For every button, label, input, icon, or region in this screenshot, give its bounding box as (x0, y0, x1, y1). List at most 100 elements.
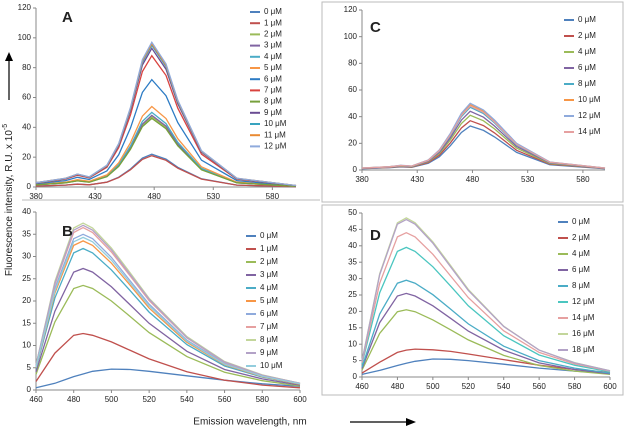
y-axis-title: Fluorescence intensity, R.U. x 10-5 (2, 124, 15, 276)
legend-label: 0 μM (578, 15, 596, 24)
x-tick-label: 520 (142, 395, 156, 404)
series-line (35, 284, 301, 387)
legend-label: 10 μM (264, 119, 287, 128)
legend-label: 5 μM (264, 63, 282, 72)
legend-label: 1 μM (260, 244, 278, 253)
panel-label: C (370, 19, 381, 36)
x-tick-label: 380 (29, 192, 43, 201)
y-tick-label: 5 (353, 356, 358, 365)
x-tick-label: 460 (29, 395, 43, 404)
y-tick-label: 20 (348, 138, 357, 147)
x-tick-label: 480 (148, 192, 162, 201)
series-line (361, 309, 611, 376)
legend-label: 4 μM (260, 283, 278, 292)
y-tick-label: 45 (348, 225, 357, 234)
series-line (35, 105, 297, 187)
series-line (35, 224, 301, 384)
legend-label: 8 μM (572, 281, 590, 290)
y-tick-label: 40 (22, 207, 31, 216)
y-tick-label: 0 (27, 385, 32, 394)
y-tick-label: 0 (353, 372, 358, 381)
x-tick-label: 520 (462, 382, 476, 391)
series-line (35, 247, 301, 385)
legend-label: 18 μM (572, 345, 595, 354)
panel-frame (321, 204, 624, 396)
series-line (361, 231, 611, 372)
y-tick-label: 20 (348, 307, 357, 316)
x-tick-label: 480 (466, 175, 480, 184)
x-tick-label: 500 (105, 395, 119, 404)
y-tick-label: 25 (348, 290, 357, 299)
x-tick-label: 560 (218, 395, 232, 404)
y-tick-label: 10 (22, 341, 31, 350)
series-line (35, 236, 301, 385)
series-line (35, 267, 301, 386)
series-line (35, 155, 297, 188)
y-tick-label: 40 (348, 112, 357, 121)
legend-label: 2 μM (578, 31, 596, 40)
y-tick-label: 120 (18, 3, 32, 12)
y-tick-label: 120 (344, 5, 358, 14)
y-tick-label: 35 (22, 229, 31, 238)
legend-label: 5 μM (260, 296, 278, 305)
legend-label: 1 μM (264, 18, 282, 27)
y-tick-label: 15 (348, 323, 357, 332)
legend-label: 7 μM (264, 86, 282, 95)
y-tick-label: 30 (22, 252, 31, 261)
y-tick-label: 15 (22, 318, 31, 327)
legend-label: 12 μM (578, 111, 601, 120)
x-tick-label: 540 (180, 395, 194, 404)
panel-label: D (370, 227, 381, 244)
x-tick-label: 480 (67, 395, 81, 404)
legend-label: 12 μM (572, 297, 595, 306)
y-tick-label: 80 (22, 63, 31, 72)
legend-label: 8 μM (260, 335, 278, 344)
series-line (35, 233, 301, 385)
y-axis-title-superscript: -5 (2, 124, 9, 130)
x-tick-label: 460 (355, 382, 369, 391)
legend-label: 11 μM (264, 130, 286, 139)
y-tick-label: 60 (348, 85, 357, 94)
series-line (361, 246, 611, 373)
y-tick-label: 5 (27, 363, 32, 372)
y-tick-label: 40 (22, 122, 31, 131)
legend-label: 9 μM (264, 108, 282, 117)
x-tick-label: 580 (576, 175, 590, 184)
panel-frame (321, 1, 624, 203)
legend-label: 12 μM (264, 142, 287, 151)
series-line (35, 41, 297, 187)
panel-label: B (62, 223, 73, 240)
x-tick-label: 580 (256, 395, 270, 404)
legend-label: 4 μM (264, 52, 282, 61)
series-line (35, 117, 297, 187)
y-axis-title-text: Fluorescence intensity, R.U. x 10 (4, 130, 15, 276)
x-tick-label: 580 (266, 192, 280, 201)
y-tick-label: 50 (348, 208, 357, 217)
y-tick-label: 10 (348, 339, 357, 348)
legend-label: 0 μM (264, 7, 282, 16)
y-tick-label: 100 (344, 32, 358, 41)
panel-label: A (62, 9, 73, 26)
y-tick-label: 30 (348, 274, 357, 283)
y-tick-label: 0 (353, 165, 358, 174)
legend-label: 8 μM (578, 79, 596, 88)
series-line (35, 332, 301, 389)
x-axis-title: Emission wavelength, nm (193, 417, 306, 428)
legend-label: 0 μM (260, 231, 278, 240)
x-tick-label: 600 (603, 382, 617, 391)
x-tick-label: 530 (207, 192, 221, 201)
x-tick-label: 500 (426, 382, 440, 391)
y-tick-label: 25 (22, 274, 31, 283)
x-tick-label: 430 (411, 175, 425, 184)
x-tick-label: 540 (497, 382, 511, 391)
x-tick-label: 430 (88, 192, 102, 201)
legend-label: 2 μM (260, 257, 278, 266)
legend-label: 4 μM (572, 249, 590, 258)
legend-label: 6 μM (572, 265, 590, 274)
y-tick-label: 40 (348, 241, 357, 250)
legend-label: 6 μM (260, 309, 278, 318)
x-tick-label: 600 (293, 395, 307, 404)
y-arrow-head (5, 52, 13, 61)
legend-label: 2 μM (264, 30, 282, 39)
